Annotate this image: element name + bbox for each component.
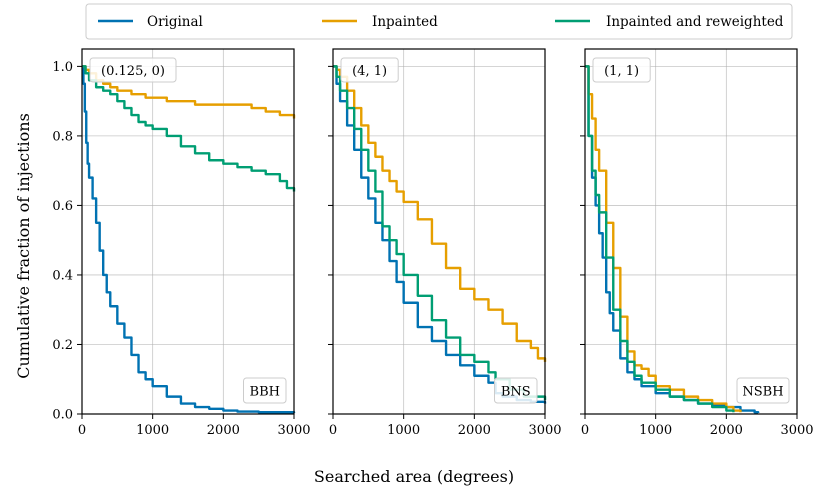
bbh-y-tick-label-0: 0.0 <box>52 408 73 423</box>
bbh-x-tick-label-0: 0 <box>78 423 86 438</box>
bns-corner-label-box <box>340 57 399 83</box>
nsbh-x-tick-label-3: 3000 <box>780 423 813 438</box>
bns-series-inpainted-and-reweighted <box>333 65 547 401</box>
bbh-x-tick-label-2: 2000 <box>207 423 240 438</box>
bbh-category-label: BBH <box>250 385 280 400</box>
bbh-x-tick-label-3: 3000 <box>277 423 310 438</box>
legend-label-inpainted: Inpainted <box>372 14 438 30</box>
bns-category-label-box <box>494 377 538 404</box>
legend-frame <box>85 3 793 40</box>
bns-x-tick-label-1: 1000 <box>387 423 420 438</box>
nsbh-series-inpainted-and-reweighted <box>585 65 735 413</box>
bns-x-tick-label-3: 3000 <box>528 423 561 438</box>
nsbh-x-tick-label-2: 2000 <box>710 423 743 438</box>
x-axis-label: Searched area (degrees) <box>314 467 514 486</box>
bbh-y-tick-label-4: 0.8 <box>52 129 73 144</box>
bbh-plot-frame <box>81 48 295 415</box>
nsbh-series-original <box>585 65 760 414</box>
nsbh-category-label-box <box>736 377 790 404</box>
bns-x-tick-label-2: 2000 <box>458 423 491 438</box>
bns-plot-frame <box>332 48 546 415</box>
nsbh-corner-label: (1, 1) <box>604 64 639 79</box>
legend-label-original: Original <box>147 14 203 30</box>
bbh-series-original <box>82 65 296 414</box>
bbh-x-tick-label-1: 1000 <box>136 423 169 438</box>
nsbh-x-tick-label-0: 0 <box>581 423 589 438</box>
nsbh-x-tick-label-1: 1000 <box>639 423 672 438</box>
nsbh-category-label: NSBH <box>742 385 783 400</box>
bns-series-inpainted <box>333 65 547 362</box>
nsbh-series-inpainted <box>585 65 742 413</box>
bbh-y-tick-label-3: 0.6 <box>52 199 73 214</box>
bbh-corner-label-box <box>89 57 177 83</box>
nsbh-plot-frame <box>584 48 798 415</box>
bns-series-original <box>333 65 547 404</box>
y-axis-label: Cumulative fraction of injections <box>14 113 33 379</box>
bbh-y-tick-label-1: 0.2 <box>52 338 73 353</box>
bns-x-tick-label-0: 0 <box>329 423 337 438</box>
nsbh-corner-label-box <box>592 57 651 83</box>
panel-nsbh: 0 1000 2000 3000 (1, 1) NSBH <box>580 48 814 438</box>
legend: Original Inpainted Inpainted and reweigh… <box>85 3 793 40</box>
bbh-y-tick-label-5: 1.0 <box>52 60 73 75</box>
bns-corner-label: (4, 1) <box>352 64 387 79</box>
bbh-corner-label: (0.125, 0) <box>101 64 165 79</box>
panel-bbh: 0 1000 2000 3000 0.0 0.2 0.4 0.6 0.8 1.0 (0.125, 0… <box>52 48 311 438</box>
bbh-series-inpainted-and-reweighted <box>82 65 296 192</box>
bns-category-label: BNS <box>501 385 531 400</box>
bbh-y-tick-label-2: 0.4 <box>52 268 73 283</box>
legend-label-inpainted-reweighted: Inpainted and reweighted <box>606 14 784 30</box>
bbh-category-label-box <box>243 377 287 404</box>
panel-bns: 0 1000 2000 3000 (4, 1) BNS <box>328 48 562 438</box>
